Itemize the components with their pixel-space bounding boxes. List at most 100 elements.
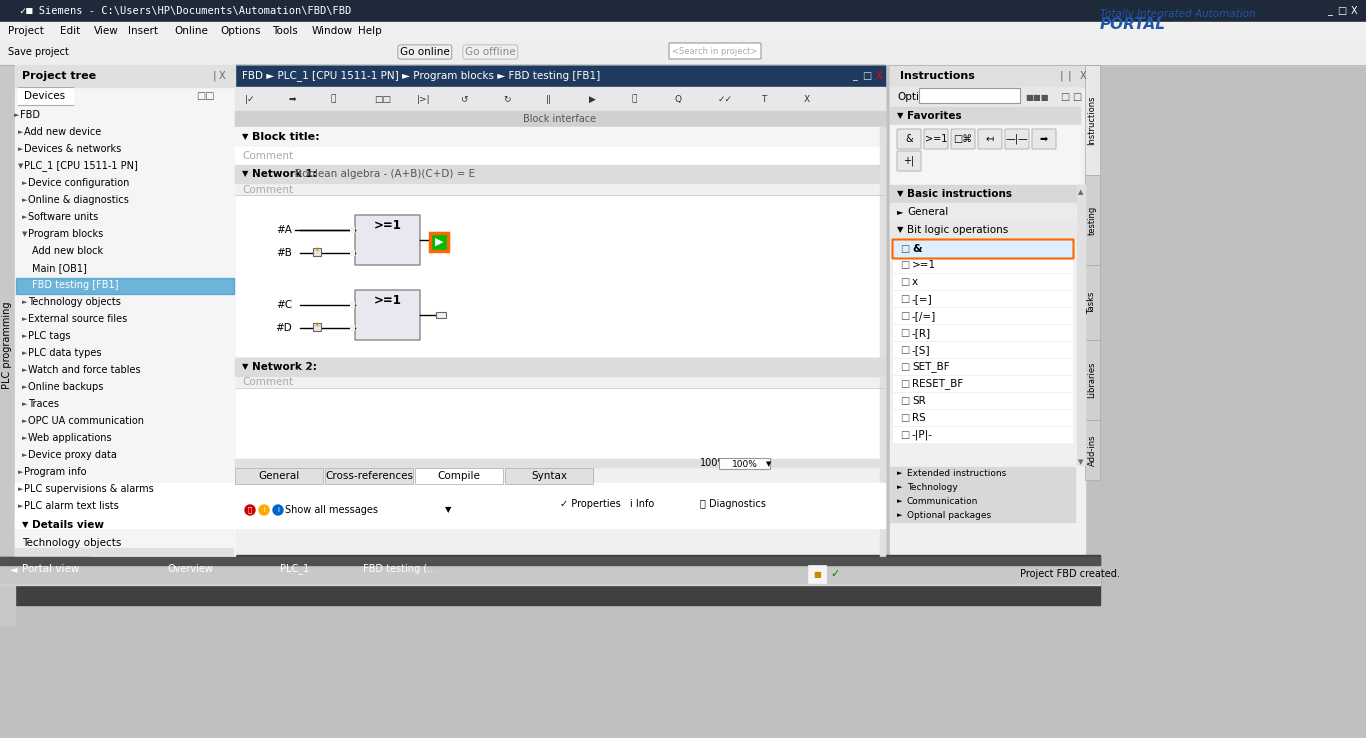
Text: ✓: ✓	[831, 569, 839, 579]
Text: □: □	[900, 277, 910, 287]
Bar	[15, 65, 235, 555]
Text: ►: ►	[897, 485, 903, 491]
Text: !: !	[262, 507, 265, 513]
Text: ►: ►	[22, 214, 27, 220]
FancyBboxPatch shape	[1005, 129, 1029, 149]
Text: Network 2:: Network 2:	[251, 362, 317, 372]
Text: |>|: |>|	[417, 94, 430, 103]
Bar	[235, 196, 882, 356]
Text: Communication: Communication	[907, 497, 978, 506]
Text: ►: ►	[22, 384, 27, 390]
Bar	[891, 107, 1081, 125]
Text: Technology objects: Technology objects	[22, 538, 122, 548]
FancyBboxPatch shape	[1031, 129, 1056, 149]
Text: ▼: ▼	[22, 231, 27, 237]
Bar	[891, 221, 1075, 239]
Bar	[891, 467, 1075, 480]
Bar	[15, 468, 885, 528]
Text: x: x	[912, 277, 918, 287]
Bar	[235, 127, 885, 147]
Text: Boolean algebra - (A+B)(C+D) = E: Boolean algebra - (A+B)(C+D) = E	[295, 169, 475, 179]
Text: ►: ►	[22, 452, 27, 458]
Text: ......: ......	[295, 362, 313, 372]
Bar	[891, 65, 1085, 560]
Text: Network 1:: Network 1:	[251, 169, 317, 179]
Text: #D: #D	[276, 323, 292, 333]
Text: Project: Project	[8, 26, 44, 36]
Text: ▼: ▼	[445, 506, 452, 514]
Bar	[15, 65, 235, 87]
Text: Totally Integrated Automation: Totally Integrated Automation	[1100, 9, 1255, 19]
Circle shape	[273, 505, 283, 515]
Text: ►: ►	[897, 498, 903, 505]
Text: -[S]: -[S]	[912, 345, 930, 355]
Text: PLC data types: PLC data types	[27, 348, 101, 358]
Bar	[891, 87, 1081, 107]
Text: ➡: ➡	[288, 94, 295, 103]
Bar	[891, 203, 1075, 221]
Text: General: General	[258, 471, 299, 481]
Text: Go online: Go online	[400, 47, 449, 57]
Text: &: &	[912, 244, 922, 254]
Bar	[235, 165, 885, 183]
Bar	[1076, 185, 1085, 465]
Text: T: T	[761, 94, 766, 103]
Text: Technology objects: Technology objects	[27, 297, 120, 307]
Text: Comment: Comment	[242, 151, 294, 161]
Text: X: X	[1081, 71, 1086, 81]
Text: ⛔: ⛔	[247, 507, 253, 514]
Text: ↺: ↺	[460, 94, 467, 103]
Text: ||: ||	[546, 94, 552, 103]
Bar	[893, 274, 1074, 290]
Text: ►: ►	[22, 316, 27, 322]
Text: PLC_1 [CPU 1511-1 PN]: PLC_1 [CPU 1511-1 PN]	[25, 161, 138, 171]
Circle shape	[260, 505, 269, 515]
Text: ►: ►	[18, 486, 23, 492]
Text: Project tree: Project tree	[22, 71, 96, 81]
Text: 100%: 100%	[699, 458, 728, 468]
Text: □: □	[900, 396, 910, 406]
Bar	[235, 65, 885, 87]
Bar	[235, 388, 882, 460]
Text: ►: ►	[897, 471, 903, 477]
Text: RESET_BF: RESET_BF	[912, 379, 963, 390]
Text: ◄: ◄	[10, 564, 18, 574]
Text: Watch and force tables: Watch and force tables	[27, 365, 141, 375]
Text: □: □	[900, 244, 910, 254]
Text: □: □	[900, 430, 910, 440]
Text: □: □	[900, 311, 910, 321]
Text: |: |	[1060, 71, 1064, 81]
Text: ►: ►	[22, 418, 27, 424]
Text: ✓✓: ✓✓	[719, 94, 734, 103]
Bar	[139, 558, 240, 580]
Text: |: |	[1068, 71, 1071, 81]
Bar	[0, 557, 1100, 565]
Text: □: □	[900, 362, 910, 372]
Text: PLC_1: PLC_1	[280, 564, 310, 574]
Bar	[235, 468, 322, 484]
Text: Add-ins: Add-ins	[1087, 434, 1097, 466]
Text: X: X	[876, 71, 882, 81]
Bar	[893, 257, 1074, 273]
Text: ►: ►	[897, 207, 903, 216]
Text: □: □	[862, 71, 872, 81]
Text: Software units: Software units	[27, 212, 98, 222]
Bar	[235, 358, 885, 376]
FancyBboxPatch shape	[951, 129, 975, 149]
Text: *: *	[314, 247, 320, 257]
Text: ►: ►	[22, 350, 27, 356]
Text: X: X	[805, 94, 810, 103]
Text: Program blocks: Program blocks	[27, 229, 104, 239]
Bar	[15, 525, 235, 570]
Bar	[350, 250, 355, 256]
Bar	[891, 65, 1085, 87]
Text: ⏸: ⏸	[632, 94, 638, 103]
Bar	[235, 459, 880, 467]
Bar	[893, 393, 1074, 409]
Text: ✓ Properties: ✓ Properties	[560, 499, 620, 509]
Bar	[0, 65, 15, 625]
Bar	[0, 555, 1100, 605]
FancyBboxPatch shape	[919, 89, 1020, 103]
Text: ►: ►	[18, 469, 23, 475]
Text: i: i	[277, 507, 279, 513]
